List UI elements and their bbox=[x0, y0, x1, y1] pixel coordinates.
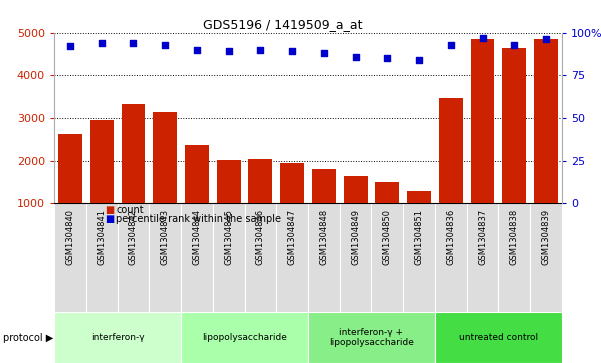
Text: GSM1304844: GSM1304844 bbox=[192, 209, 201, 265]
Point bbox=[129, 40, 138, 46]
Text: GSM1304839: GSM1304839 bbox=[542, 209, 551, 265]
Bar bbox=[90, 120, 114, 203]
Bar bbox=[308, 312, 435, 363]
Text: GSM1304842: GSM1304842 bbox=[129, 209, 138, 265]
Text: ■: ■ bbox=[105, 214, 114, 224]
Text: GSM1304840: GSM1304840 bbox=[66, 209, 75, 265]
Point bbox=[446, 42, 456, 48]
Text: percentile rank within the sample: percentile rank within the sample bbox=[116, 214, 281, 224]
Text: GSM1304843: GSM1304843 bbox=[160, 209, 169, 265]
Text: GSM1304850: GSM1304850 bbox=[383, 209, 392, 265]
Text: GSM1304836: GSM1304836 bbox=[447, 209, 456, 265]
Bar bbox=[217, 160, 240, 203]
Point bbox=[65, 44, 75, 49]
Point bbox=[414, 57, 424, 63]
Text: GSM1304845: GSM1304845 bbox=[224, 209, 233, 265]
Bar bbox=[118, 203, 149, 312]
Point bbox=[255, 47, 265, 53]
Point bbox=[319, 50, 329, 56]
Bar bbox=[149, 203, 181, 312]
Bar bbox=[153, 111, 177, 203]
Text: interferon-γ: interferon-γ bbox=[91, 333, 144, 342]
Bar bbox=[407, 191, 431, 203]
Text: GSM1304849: GSM1304849 bbox=[351, 209, 360, 265]
Text: untreated control: untreated control bbox=[459, 333, 538, 342]
Bar bbox=[439, 98, 463, 203]
Bar bbox=[340, 203, 371, 312]
Text: GSM1304848: GSM1304848 bbox=[319, 209, 328, 265]
Bar bbox=[435, 312, 562, 363]
Text: GSM1304837: GSM1304837 bbox=[478, 209, 487, 265]
Text: protocol ▶: protocol ▶ bbox=[3, 333, 53, 343]
Text: GSM1304841: GSM1304841 bbox=[97, 209, 106, 265]
Text: ■: ■ bbox=[105, 205, 114, 215]
Point bbox=[224, 49, 233, 54]
Bar bbox=[121, 104, 145, 203]
Point bbox=[192, 47, 202, 53]
Bar bbox=[344, 176, 368, 203]
Bar bbox=[502, 48, 526, 203]
Bar bbox=[530, 203, 562, 312]
Bar bbox=[248, 159, 272, 203]
Bar bbox=[185, 145, 209, 203]
Text: GSM1304851: GSM1304851 bbox=[415, 209, 424, 265]
Bar bbox=[213, 203, 245, 312]
Bar bbox=[58, 134, 82, 203]
Point bbox=[478, 35, 487, 41]
Bar bbox=[245, 203, 276, 312]
Title: GDS5196 / 1419509_a_at: GDS5196 / 1419509_a_at bbox=[203, 19, 362, 32]
Text: GSM1304847: GSM1304847 bbox=[288, 209, 297, 265]
Bar bbox=[181, 312, 308, 363]
Bar bbox=[376, 182, 399, 203]
Bar bbox=[403, 203, 435, 312]
Text: lipopolysaccharide: lipopolysaccharide bbox=[202, 333, 287, 342]
Bar bbox=[471, 39, 495, 203]
Bar bbox=[86, 203, 118, 312]
Bar bbox=[54, 312, 181, 363]
Bar bbox=[54, 203, 86, 312]
Point bbox=[97, 40, 106, 46]
Text: GSM1304846: GSM1304846 bbox=[256, 209, 265, 265]
Bar bbox=[534, 38, 558, 203]
Bar bbox=[435, 203, 467, 312]
Text: count: count bbox=[116, 205, 144, 215]
Point bbox=[542, 37, 551, 42]
Point bbox=[510, 42, 519, 48]
Bar bbox=[181, 203, 213, 312]
Bar bbox=[276, 203, 308, 312]
Bar bbox=[280, 163, 304, 203]
Bar bbox=[308, 203, 340, 312]
Point bbox=[351, 54, 361, 60]
Text: interferon-γ +
lipopolysaccharide: interferon-γ + lipopolysaccharide bbox=[329, 328, 414, 347]
Point bbox=[160, 42, 170, 48]
Bar bbox=[467, 203, 498, 312]
Text: GSM1304838: GSM1304838 bbox=[510, 209, 519, 265]
Point bbox=[287, 49, 297, 54]
Point bbox=[383, 55, 392, 61]
Bar bbox=[312, 169, 336, 203]
Bar bbox=[498, 203, 530, 312]
Bar bbox=[371, 203, 403, 312]
